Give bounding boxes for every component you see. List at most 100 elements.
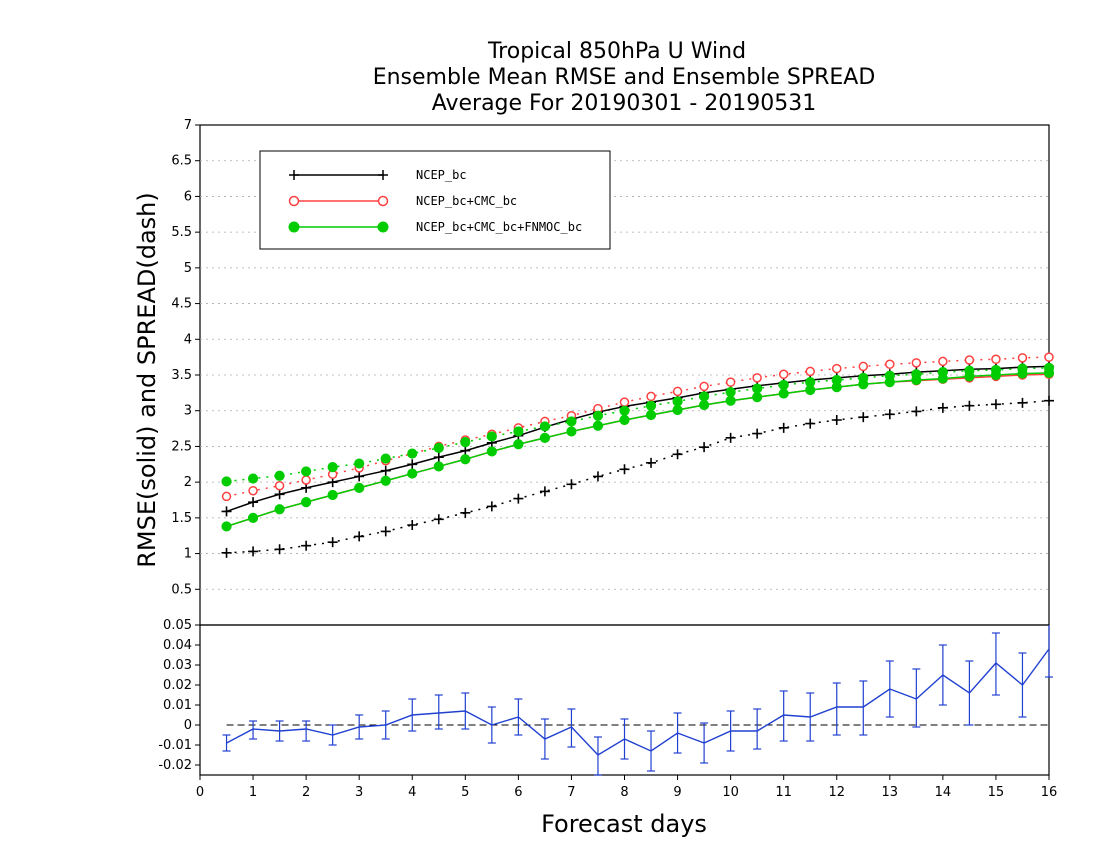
spread-point [247, 473, 259, 484]
x-tick-label: 7 [567, 785, 575, 800]
spread-point [699, 442, 710, 453]
bottom-y-ticks: -0.02 -0.01 0 0.01 0.02 0.03 0.04 0.05 [158, 618, 200, 773]
y-tick-label: 0.5 [171, 582, 192, 597]
spread-point [725, 377, 736, 387]
title-line-1: Tropical 850hPa U Wind [487, 39, 746, 64]
spread-point [301, 540, 312, 551]
spread-point [566, 479, 577, 490]
spread-point [805, 418, 816, 429]
rmse-point [1043, 367, 1055, 378]
x-tick-label: 2 [302, 785, 310, 800]
spread-point [274, 480, 285, 491]
y-tick-label: 4.5 [171, 297, 192, 312]
x-tick-label: 10 [722, 785, 739, 800]
chart-title: Tropical 850hPa U Wind Ensemble Mean RMS… [373, 39, 876, 116]
spread-point [964, 355, 975, 365]
spread-point [433, 442, 444, 453]
legend-filled-circle-left [288, 221, 300, 233]
spread-point [380, 453, 391, 464]
y-axis-label: RMSE(solid) and SPREAD(dash) [133, 192, 161, 568]
spread-point [327, 462, 338, 473]
x-tick-label: 11 [775, 785, 792, 800]
rmse-point [937, 373, 948, 384]
rmse-point [460, 454, 471, 465]
rmse-point [539, 432, 551, 443]
difference-line [226, 648, 1050, 756]
spread-point [778, 369, 789, 380]
spread-point [248, 546, 259, 557]
spread-point [619, 464, 630, 475]
spread-point [221, 476, 232, 487]
x-tick-label: 12 [828, 785, 845, 800]
x-tick-label: 14 [935, 785, 952, 800]
rmse-point [407, 459, 418, 470]
rmse-point [301, 497, 312, 508]
x-tick-label: 16 [1041, 785, 1058, 800]
legend-plus-marker-left [289, 170, 299, 180]
rmse-point [327, 489, 338, 501]
rmse-point [619, 414, 630, 426]
spread-point [752, 383, 763, 394]
spread-point [460, 507, 471, 518]
rmse-point [513, 439, 524, 450]
spread-point [645, 400, 657, 411]
x-axis-label: Forecast days [541, 810, 707, 838]
x-tick-label: 5 [461, 785, 469, 800]
rmse-point [407, 468, 418, 479]
legend-entry-ncep-cmc-fnmoc: NCEP_bc+CMC_bc+FNMOC_bc [288, 220, 582, 234]
spread-point [301, 475, 311, 485]
legend-label-ncep: NCEP_bc [416, 168, 467, 182]
rmse-point [274, 504, 285, 515]
spread-point [380, 526, 391, 537]
legend: NCEP_bc NCEP_bc+CMC_bc NCEP_bc+CMC_bc+FN… [259, 150, 611, 250]
x-tick-label: 9 [673, 785, 681, 800]
spread-point [248, 485, 258, 496]
bottom-panel: -0.02 -0.01 0 0.01 0.02 0.03 0.04 0.05 [158, 618, 1053, 776]
legend-box [259, 150, 611, 250]
x-tick-label: 3 [355, 785, 363, 800]
rmse-point [858, 379, 869, 390]
y-tick-label: 3.5 [171, 368, 192, 383]
rmse-point [911, 374, 922, 386]
spread-point [460, 437, 471, 448]
x-tick-label: 0 [196, 785, 204, 800]
spread-point [672, 449, 683, 460]
spread-point [991, 354, 1001, 365]
spread-point [1017, 353, 1028, 363]
y-tick-label: 0 [184, 718, 192, 733]
rmse-point [433, 452, 444, 463]
spread-point [619, 405, 630, 416]
y-tick-label: 6 [184, 189, 192, 204]
x-tick-label: 1 [249, 785, 257, 800]
rmse-point [884, 377, 895, 388]
legend-label-ncep-cmc: NCEP_bc+CMC_bc [416, 194, 517, 208]
rmse-point [460, 445, 471, 456]
spread-point [274, 544, 285, 555]
legend-filled-circle-right [377, 221, 389, 233]
y-tick-label: 0.01 [163, 698, 192, 713]
spread-point [1017, 397, 1028, 408]
spread-point [911, 406, 922, 417]
legend-entry-ncep: NCEP_bc [289, 168, 467, 182]
spread-point [938, 356, 948, 367]
spread-point [513, 493, 524, 504]
spread-point [592, 471, 603, 482]
rmse-point [566, 426, 577, 437]
spread-point [221, 491, 232, 502]
y-tick-label: 1 [184, 547, 192, 562]
spread-point [274, 470, 285, 481]
rmse-point [433, 461, 444, 472]
y-tick-label: 5 [184, 261, 192, 276]
y-tick-label: 6.5 [171, 154, 192, 169]
spread-point [327, 537, 338, 548]
spread-point [672, 396, 683, 407]
spread-point [752, 428, 763, 439]
spread-point [566, 416, 577, 427]
y-tick-label: 4 [184, 332, 192, 347]
spread-point [646, 391, 656, 402]
spread-point [433, 514, 444, 525]
spread-point [858, 361, 869, 372]
y-tick-label: 0.05 [163, 618, 192, 633]
spread-point [778, 379, 789, 391]
